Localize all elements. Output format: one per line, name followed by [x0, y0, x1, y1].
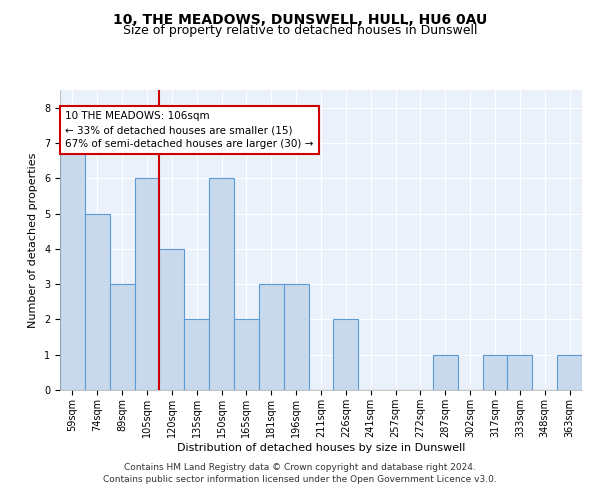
Bar: [482, 354, 508, 390]
Text: Contains public sector information licensed under the Open Government Licence v3: Contains public sector information licen…: [103, 475, 497, 484]
Bar: [110, 284, 134, 390]
Bar: [259, 284, 284, 390]
Text: Contains HM Land Registry data © Crown copyright and database right 2024.: Contains HM Land Registry data © Crown c…: [124, 464, 476, 472]
Bar: [60, 143, 85, 390]
Bar: [234, 320, 259, 390]
X-axis label: Distribution of detached houses by size in Dunswell: Distribution of detached houses by size …: [177, 442, 465, 452]
Bar: [160, 249, 184, 390]
Text: 10, THE MEADOWS, DUNSWELL, HULL, HU6 0AU: 10, THE MEADOWS, DUNSWELL, HULL, HU6 0AU: [113, 12, 487, 26]
Y-axis label: Number of detached properties: Number of detached properties: [28, 152, 38, 328]
Text: 10 THE MEADOWS: 106sqm
← 33% of detached houses are smaller (15)
67% of semi-det: 10 THE MEADOWS: 106sqm ← 33% of detached…: [65, 111, 313, 149]
Bar: [134, 178, 160, 390]
Bar: [85, 214, 110, 390]
Bar: [334, 320, 358, 390]
Bar: [184, 320, 209, 390]
Bar: [508, 354, 532, 390]
Bar: [284, 284, 308, 390]
Bar: [209, 178, 234, 390]
Bar: [557, 354, 582, 390]
Text: Size of property relative to detached houses in Dunswell: Size of property relative to detached ho…: [123, 24, 477, 37]
Bar: [433, 354, 458, 390]
